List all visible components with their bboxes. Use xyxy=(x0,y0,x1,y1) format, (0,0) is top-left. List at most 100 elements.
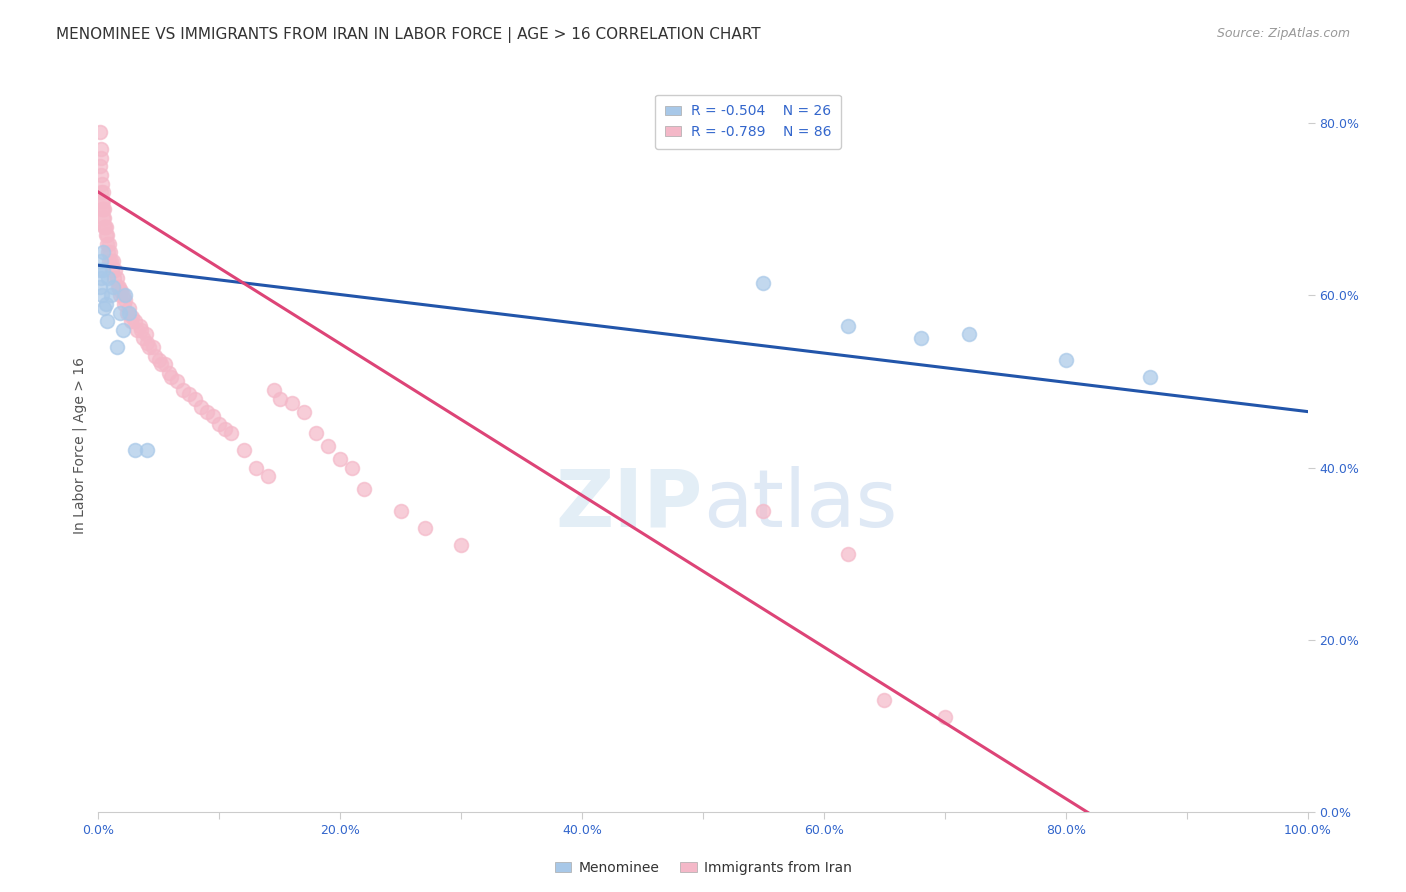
Point xyxy=(111,323,134,337)
Point xyxy=(263,383,285,397)
Point xyxy=(957,327,980,342)
Point xyxy=(89,280,111,294)
Point xyxy=(124,314,146,328)
Legend: Menominee, Immigrants from Iran: Menominee, Immigrants from Iran xyxy=(548,855,858,880)
Point xyxy=(94,297,117,311)
Text: Source: ZipAtlas.com: Source: ZipAtlas.com xyxy=(1216,27,1350,40)
Point xyxy=(934,710,956,724)
Point xyxy=(97,236,120,251)
Point xyxy=(98,245,121,260)
Point xyxy=(93,211,115,225)
Point xyxy=(245,460,267,475)
Point xyxy=(281,396,304,410)
Point xyxy=(91,202,114,217)
Point xyxy=(89,159,111,173)
Point xyxy=(148,353,170,368)
Point xyxy=(292,404,315,418)
Point xyxy=(221,426,243,441)
Point xyxy=(389,503,412,517)
Point xyxy=(138,340,160,354)
Point xyxy=(256,469,278,483)
Point xyxy=(97,271,120,285)
Point xyxy=(450,538,472,552)
Text: ZIP: ZIP xyxy=(555,466,703,543)
Point xyxy=(114,288,136,302)
Point xyxy=(129,323,152,337)
Point xyxy=(96,219,118,234)
Point xyxy=(118,301,141,316)
Point xyxy=(91,194,114,208)
Point xyxy=(90,185,112,199)
Point xyxy=(135,443,157,458)
Point xyxy=(108,280,131,294)
Point xyxy=(316,439,339,453)
Point xyxy=(127,323,149,337)
Point xyxy=(135,327,157,342)
Point xyxy=(93,219,115,234)
Point xyxy=(1139,370,1161,384)
Point xyxy=(128,318,150,333)
Point xyxy=(124,443,146,458)
Point xyxy=(195,404,218,418)
Point xyxy=(214,422,236,436)
Point xyxy=(305,426,328,441)
Point xyxy=(93,202,115,217)
Point xyxy=(190,401,212,415)
Point xyxy=(269,392,291,406)
Point xyxy=(93,301,115,316)
Point xyxy=(101,280,124,294)
Point xyxy=(142,340,165,354)
Point xyxy=(96,314,118,328)
Point xyxy=(179,387,201,401)
Point xyxy=(232,443,254,458)
Point xyxy=(118,305,141,319)
Point xyxy=(208,417,231,432)
Point xyxy=(96,228,118,243)
Point xyxy=(101,254,124,268)
Point xyxy=(121,310,143,324)
Point xyxy=(837,318,859,333)
Text: atlas: atlas xyxy=(703,466,897,543)
Legend: R = -0.504    N = 26, R = -0.789    N = 86: R = -0.504 N = 26, R = -0.789 N = 86 xyxy=(655,95,841,149)
Point xyxy=(413,521,436,535)
Point xyxy=(157,366,180,380)
Point xyxy=(100,254,122,268)
Point xyxy=(90,168,112,182)
Point xyxy=(342,460,364,475)
Point xyxy=(910,331,932,345)
Point xyxy=(90,151,112,165)
Point xyxy=(89,125,111,139)
Point xyxy=(837,547,859,561)
Y-axis label: In Labor Force | Age > 16: In Labor Force | Age > 16 xyxy=(73,358,87,534)
Point xyxy=(111,288,134,302)
Point xyxy=(98,254,121,268)
Point xyxy=(97,245,120,260)
Point xyxy=(94,228,117,243)
Point xyxy=(103,271,125,285)
Point xyxy=(172,383,194,397)
Point xyxy=(202,409,225,423)
Point xyxy=(107,280,129,294)
Point xyxy=(104,262,127,277)
Point xyxy=(94,219,117,234)
Point xyxy=(90,271,112,285)
Point xyxy=(353,482,375,496)
Point xyxy=(110,284,132,298)
Point xyxy=(91,194,114,208)
Point xyxy=(105,271,128,285)
Point xyxy=(873,693,896,707)
Point xyxy=(90,142,112,156)
Point xyxy=(100,288,122,302)
Point xyxy=(96,236,118,251)
Point xyxy=(90,177,112,191)
Text: MENOMINEE VS IMMIGRANTS FROM IRAN IN LABOR FORCE | AGE > 16 CORRELATION CHART: MENOMINEE VS IMMIGRANTS FROM IRAN IN LAB… xyxy=(56,27,761,43)
Point xyxy=(93,211,115,225)
Point xyxy=(108,305,131,319)
Point xyxy=(1054,353,1077,368)
Point xyxy=(135,335,157,350)
Point xyxy=(89,262,111,277)
Point xyxy=(752,503,775,517)
Point xyxy=(150,357,173,371)
Point xyxy=(91,185,114,199)
Point xyxy=(105,340,128,354)
